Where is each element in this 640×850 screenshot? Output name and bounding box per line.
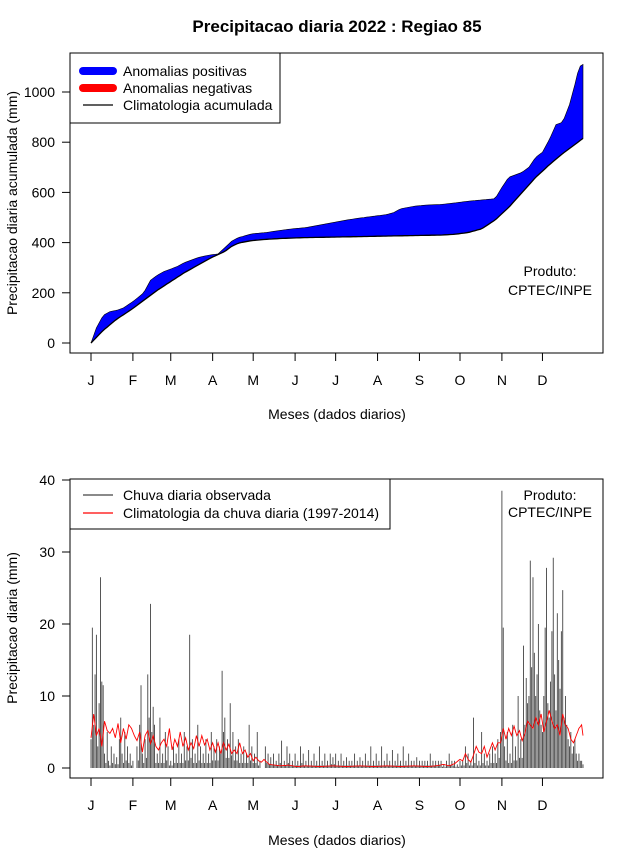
daily-x-tick-label: M	[247, 797, 259, 813]
cumulative-y-tick-label: 800	[32, 134, 56, 150]
daily-x-tick-label: F	[129, 797, 138, 813]
daily-x-tick-label: O	[455, 797, 466, 813]
cumulative-x-tick-label: A	[373, 372, 383, 388]
observed-daily-bars	[90, 490, 584, 768]
cumulative-x-tick-label: D	[537, 372, 547, 388]
daily-y-tick-label: 0	[47, 760, 55, 776]
daily-x-tick-label: D	[537, 797, 547, 813]
legend-label-negative: Anomalias negativas	[123, 80, 252, 96]
cumulative-x-tick-label: N	[497, 372, 507, 388]
legend-label-positive: Anomalias positivas	[123, 63, 247, 79]
cumulative-product-label: Produto:	[524, 263, 577, 279]
cumulative-x-label: Meses (dados diarios)	[268, 406, 406, 422]
cumulative-x-tick-label: A	[208, 372, 218, 388]
cumulative-x-tick-label: S	[415, 372, 424, 388]
page-title: Precipitacao diaria 2022 : Regiao 85	[192, 17, 481, 36]
cumulative-x-tick-label: J	[292, 372, 299, 388]
daily-legend: Chuva diaria observada Climatologia da c…	[69, 478, 391, 530]
legend-label-observed: Chuva diaria observada	[123, 487, 271, 503]
legend-label-climatology: Climatologia acumulada	[123, 97, 273, 113]
cumulative-y-axis: 0 200 400 600 800 1000	[24, 84, 71, 351]
daily-y-axis: 0 10 20 30 40	[39, 472, 71, 776]
daily-legend-box	[69, 478, 391, 530]
cumulative-y-tick-label: 0	[47, 335, 55, 351]
daily-x-tick-label: S	[415, 797, 424, 813]
daily-x-tick-label: J	[88, 797, 95, 813]
daily-product-source: CPTEC/INPE	[508, 504, 592, 520]
daily-product-label: Produto:	[524, 487, 577, 503]
legend-label-clim-daily: Climatologia da chuva diaria (1997-2014)	[123, 505, 379, 521]
daily-y-tick-label: 20	[39, 616, 55, 632]
daily-chart: 0 10 20 30 40 J F M A M J J A S O N D Meses (dados diar…	[4, 472, 604, 848]
cumulative-x-tick-label: M	[165, 372, 177, 388]
cumulative-x-tick-label: J	[332, 372, 339, 388]
daily-y-label: Precipitacao diaria (mm)	[4, 552, 20, 704]
daily-x-tick-label: A	[373, 797, 383, 813]
cumulative-legend: Anomalias positivas Anomalias negativas …	[69, 52, 281, 124]
daily-x-tick-label: A	[208, 797, 218, 813]
daily-y-tick-label: 30	[39, 544, 55, 560]
cumulative-y-label: Precipitacao diaria acumulada (mm)	[4, 91, 20, 315]
cumulative-y-tick-label: 400	[32, 235, 56, 251]
daily-x-label: Meses (dados diarios)	[268, 832, 406, 848]
cumulative-x-tick-label: M	[247, 372, 259, 388]
cumulative-product-source: CPTEC/INPE	[508, 282, 592, 298]
climatology-daily-line	[90, 710, 584, 768]
daily-x-tick-label: J	[332, 797, 339, 813]
daily-y-tick-label: 40	[39, 472, 55, 488]
cumulative-y-tick-label: 1000	[24, 84, 55, 100]
cumulative-y-tick-label: 600	[32, 184, 56, 200]
daily-x-tick-label: M	[165, 797, 177, 813]
cumulative-chart: 0 200 400 600 800 1000 J F M A M J J A S O N D Meses (da…	[4, 52, 604, 422]
cumulative-x-tick-label: O	[455, 372, 466, 388]
cumulative-x-tick-label: J	[88, 372, 95, 388]
daily-y-tick-label: 10	[39, 688, 55, 704]
cumulative-x-tick-label: F	[129, 372, 138, 388]
daily-x-tick-label: N	[497, 797, 507, 813]
climatology-cumulative-line	[90, 137, 584, 344]
daily-x-tick-label: J	[292, 797, 299, 813]
cumulative-y-tick-label: 200	[32, 285, 56, 301]
